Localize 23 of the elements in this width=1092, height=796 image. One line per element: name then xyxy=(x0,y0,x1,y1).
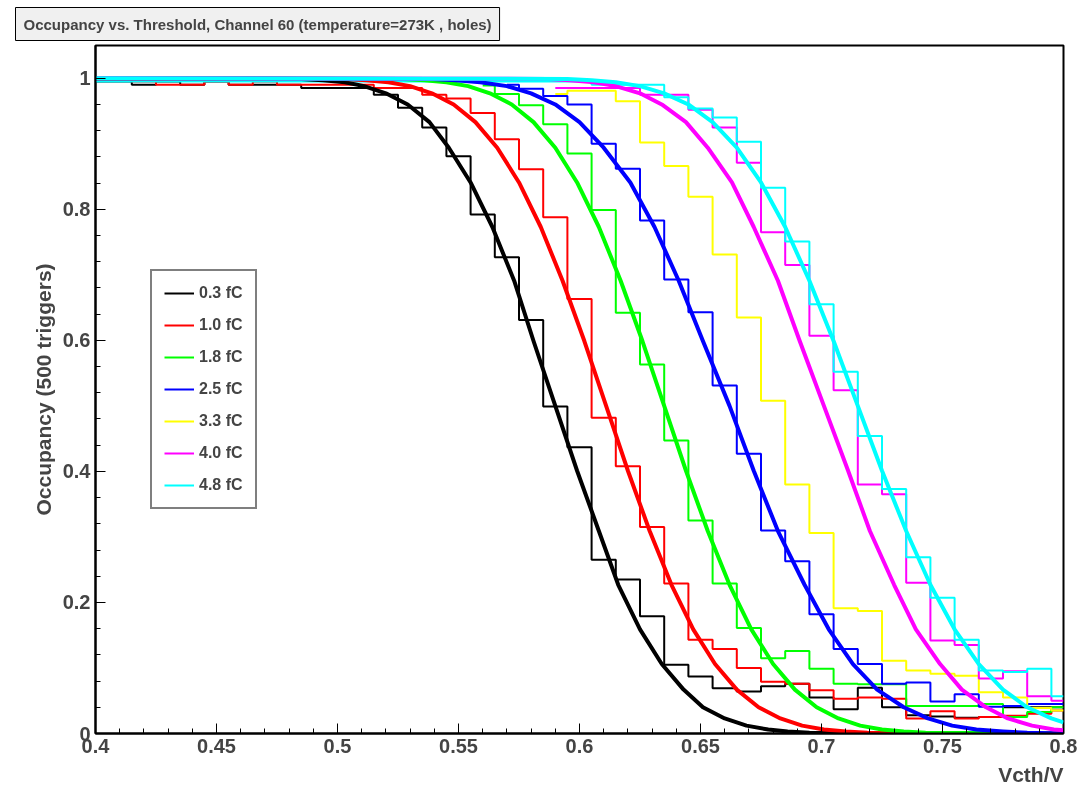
y-tick-label: 1 xyxy=(79,67,91,90)
chart-title: Occupancy vs. Threshold, Channel 60 (temperature=273K , holes) xyxy=(23,15,492,33)
legend-label: 0.3 fC xyxy=(199,284,243,302)
x-tick-label: 0.6 xyxy=(565,734,594,757)
legend-label: 3.3 fC xyxy=(199,412,243,430)
x-tick-label: 0.8 xyxy=(1049,734,1078,757)
legend-label: 2.5 fC xyxy=(199,380,243,398)
x-tick-label: 0.55 xyxy=(439,734,478,757)
y-tick-label: 0.2 xyxy=(62,591,91,614)
legend-label: 1.8 fC xyxy=(199,348,243,366)
x-tick-label: 0.7 xyxy=(807,734,836,757)
x-tick-label: 0.65 xyxy=(681,734,720,757)
y-axis-title: Occupancy (500 triggers) xyxy=(31,263,55,516)
y-tick-label: 0.8 xyxy=(62,198,91,221)
legend-label: 4.8 fC xyxy=(199,476,243,494)
x-tick-label: 0.75 xyxy=(923,734,962,757)
legend-label: 4.0 fC xyxy=(199,444,243,462)
x-tick-label: 0.5 xyxy=(323,734,352,757)
y-tick-label: 0.4 xyxy=(62,460,92,483)
legend-label: 1.0 fC xyxy=(199,316,243,334)
x-tick-label: 0.45 xyxy=(197,734,236,757)
y-tick-label: 0.6 xyxy=(62,329,91,352)
x-axis-title: Vcth/V xyxy=(998,762,1064,786)
